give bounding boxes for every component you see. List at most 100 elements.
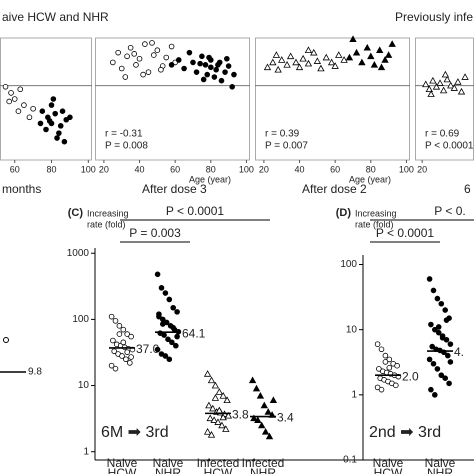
comparison-note: 2nd ➡ 3rd [369, 424, 441, 441]
data-point [256, 391, 265, 399]
x-tick-label: 60 [170, 164, 180, 174]
panel-frame [255, 37, 410, 161]
data-point [211, 74, 218, 80]
data-point [278, 56, 286, 63]
data-point [438, 300, 445, 307]
data-point [443, 75, 451, 83]
y-tick-label: 100 [340, 259, 357, 270]
data-point [110, 337, 116, 344]
data-point [108, 362, 115, 369]
data-point [299, 54, 307, 62]
data-point [345, 53, 354, 61]
x-tick-label: 100 [239, 164, 254, 174]
data-point [250, 414, 258, 422]
data-point [205, 401, 213, 409]
stat-annotation: P = 0.008 [105, 141, 148, 152]
panel-frame [0, 37, 92, 161]
x-tick-label: 60 [10, 164, 20, 174]
x-tick-label: Naive [107, 456, 138, 470]
data-point [274, 65, 282, 73]
x-tick-label: 60 [330, 164, 340, 174]
data-point [213, 66, 219, 73]
data-point [116, 323, 123, 329]
stat-annotation: r = 0.69 [425, 129, 460, 140]
median-label: 9.8 [28, 367, 42, 378]
data-point [363, 43, 371, 51]
data-point [439, 86, 448, 94]
data-point [349, 35, 357, 43]
x-tick-label: Naive [373, 456, 404, 470]
data-point [149, 40, 155, 46]
data-point [283, 61, 291, 68]
data-point [26, 114, 33, 121]
data-point [269, 58, 277, 66]
data-point [295, 63, 304, 71]
data-point [208, 64, 214, 71]
data-point [17, 86, 24, 93]
data-point [384, 51, 393, 58]
data-point [219, 413, 227, 421]
data-point [214, 418, 222, 425]
data-point [161, 332, 167, 338]
data-point [427, 90, 435, 97]
data-point [272, 51, 281, 58]
data-point [118, 65, 125, 72]
y-tick-label: 1000 [67, 248, 90, 259]
data-point [222, 425, 230, 432]
data-point [438, 372, 445, 379]
data-point [264, 408, 272, 415]
data-point [430, 287, 437, 294]
data-point [219, 391, 227, 399]
data-point [166, 356, 173, 363]
data-point [327, 58, 336, 66]
data-point [381, 56, 389, 63]
x-tick-label: Infected [242, 456, 285, 470]
data-point [435, 324, 442, 330]
data-point [175, 57, 182, 63]
panel-label: (D) [336, 207, 352, 219]
data-point [162, 290, 169, 296]
data-point [447, 341, 454, 347]
data-point [123, 356, 129, 363]
data-point [158, 66, 164, 73]
data-point [218, 421, 226, 429]
data-point [425, 85, 433, 93]
x-tick-label: 40 [295, 164, 305, 174]
data-point [222, 69, 228, 75]
data-point [210, 416, 218, 423]
data-point [392, 382, 399, 389]
data-point [215, 388, 223, 395]
data-point [21, 102, 27, 108]
data-point [203, 370, 212, 377]
data-point [335, 51, 343, 58]
row-label: After dose 2 [302, 182, 367, 196]
x-tick-label: NHR [427, 466, 453, 474]
significance-label: P < 0.0001 [166, 204, 224, 218]
significance-label: P = 0.003 [129, 226, 181, 240]
data-point [426, 356, 433, 363]
data-point [122, 74, 129, 80]
data-point [378, 386, 385, 393]
data-point [48, 102, 55, 108]
data-point [166, 296, 173, 303]
data-point [128, 333, 134, 340]
data-point [124, 331, 130, 337]
data-point [434, 366, 441, 372]
y-tick-label: 1 [83, 446, 89, 457]
data-point [211, 394, 220, 401]
x-tick-label: HCW [108, 466, 137, 474]
data-point [163, 54, 170, 61]
data-point [111, 348, 117, 355]
stat-annotation: P = 0.007 [265, 141, 308, 152]
data-point [231, 71, 237, 78]
data-point [358, 58, 366, 66]
x-tick-label: 20 [99, 164, 109, 174]
data-point [160, 321, 166, 327]
group-title: Previously infe [395, 10, 473, 24]
x-tick-label: 80 [366, 164, 376, 174]
data-point [446, 380, 452, 387]
x-tick-label: 20 [259, 164, 269, 174]
data-point [52, 110, 58, 117]
data-point [352, 48, 361, 56]
data-point [441, 70, 450, 78]
